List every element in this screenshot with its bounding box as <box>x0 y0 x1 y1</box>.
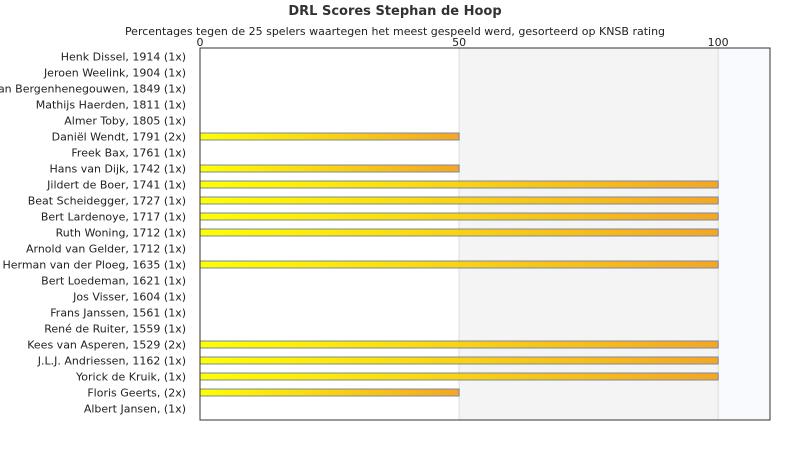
bar <box>199 388 460 397</box>
bar <box>199 228 719 237</box>
x-tick-label: 100 <box>708 36 729 49</box>
category-label: Hans van Dijk, 1742 (1x) <box>50 163 186 176</box>
category-label: Bert Lardenoye, 1717 (1x) <box>41 211 186 224</box>
category-label: Almer Toby, 1805 (1x) <box>64 115 186 128</box>
category-label: Bas van Bergenhenegouwen, 1849 (1x) <box>0 83 186 96</box>
category-label: Floris Geerts, (2x) <box>87 387 186 400</box>
category-label: Henk Dissel, 1914 (1x) <box>61 51 186 64</box>
category-label: Yorick de Kruik, (1x) <box>75 371 186 384</box>
bar <box>199 180 719 189</box>
bar <box>199 164 460 173</box>
plot-band <box>718 48 770 420</box>
bar <box>199 340 719 349</box>
bar <box>199 212 719 221</box>
category-label: Beat Scheidegger, 1727 (1x) <box>28 195 186 208</box>
category-label: Albert Jansen, (1x) <box>84 403 186 416</box>
category-label: René de Ruiter, 1559 (1x) <box>44 323 186 336</box>
chart-subtitle: Percentages tegen de 25 spelers waartege… <box>124 25 666 38</box>
chart-title: DRL Scores Stephan de Hoop <box>288 4 502 19</box>
x-tick-label: 0 <box>197 36 204 49</box>
bar <box>199 260 719 269</box>
bar <box>199 356 719 365</box>
category-label: Freek Bax, 1761 (1x) <box>71 147 186 160</box>
category-label: Mathijs Haerden, 1811 (1x) <box>36 99 186 112</box>
category-label: Arnold van Gelder, 1712 (1x) <box>26 243 186 256</box>
bar <box>199 196 719 205</box>
category-label: Herman van der Ploeg, 1635 (1x) <box>2 259 186 272</box>
category-label: Bert Loedeman, 1621 (1x) <box>41 275 186 288</box>
category-label: Jos Visser, 1604 (1x) <box>72 291 186 304</box>
category-label: J.L.J. Andriessen, 1162 (1x) <box>37 355 186 368</box>
category-labels: Henk Dissel, 1914 (1x) Jeroen Weelink, 19… <box>0 51 186 416</box>
category-label: Jeroen Weelink, 1904 (1x) <box>43 67 186 80</box>
bar <box>199 132 460 141</box>
x-tick-label: 50 <box>452 36 466 49</box>
plot-frame <box>199 47 771 421</box>
x-axis-ticks: 0 50 100 <box>197 36 729 49</box>
category-label: Kees van Asperen, 1529 (2x) <box>27 339 186 352</box>
category-label: Ruth Woning, 1712 (1x) <box>56 227 186 240</box>
bar-series <box>199 132 719 397</box>
category-label: Jildert de Boer, 1741 (1x) <box>46 179 186 192</box>
bar <box>199 372 719 381</box>
category-label: Frans Janssen, 1561 (1x) <box>50 307 186 320</box>
category-label: Daniël Wendt, 1791 (2x) <box>52 131 186 144</box>
